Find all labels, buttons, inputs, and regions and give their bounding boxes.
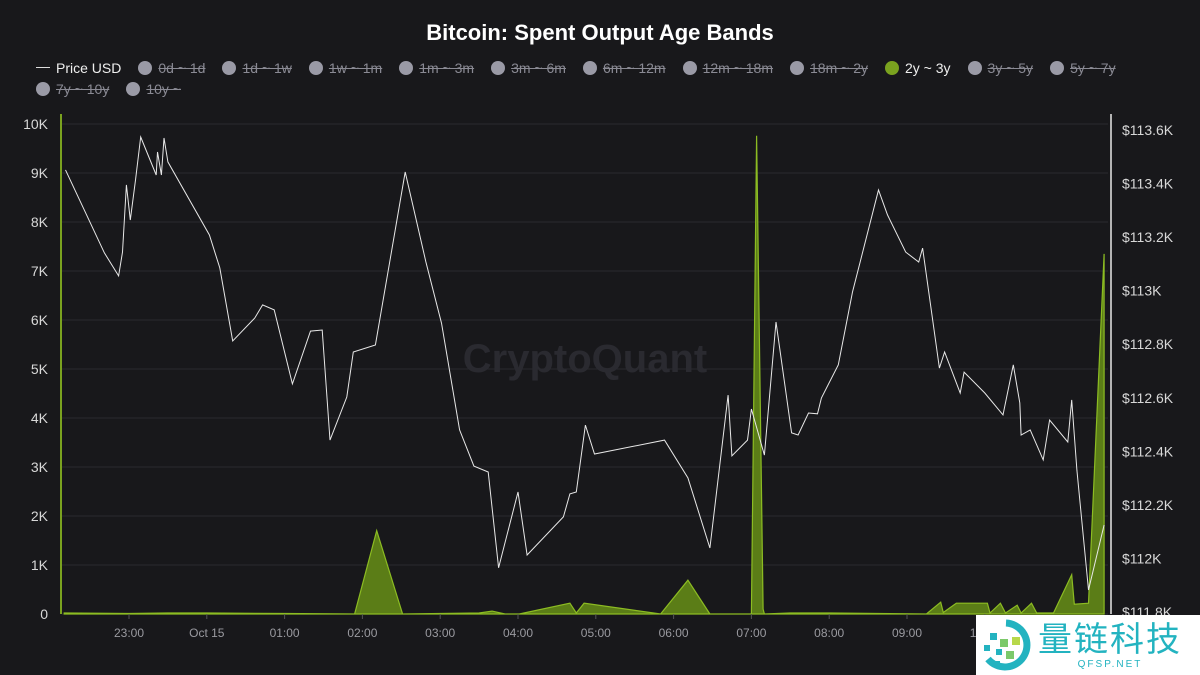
legend-label: 5y ~ 7y bbox=[1070, 59, 1116, 76]
legend-item[interactable]: 3y ~ 5y bbox=[967, 58, 1034, 77]
legend-marker bbox=[138, 60, 153, 75]
y-right-tick-label: $112.4K bbox=[1122, 443, 1174, 459]
x-tick-label: 09:00 bbox=[892, 626, 922, 640]
legend-label: 1m ~ 3m bbox=[419, 59, 475, 76]
x-tick-label: 08:00 bbox=[814, 626, 844, 640]
y-left-tick-label: 1K bbox=[31, 557, 49, 573]
y-right-tick-label: $112.6K bbox=[1122, 390, 1174, 406]
y-right-tick-label: $113.6K bbox=[1122, 122, 1174, 138]
chart-title: Bitcoin: Spent Output Age Bands bbox=[426, 20, 774, 45]
legend-label: 10y ~ bbox=[146, 80, 181, 97]
legend-item[interactable]: 6m ~ 12m bbox=[582, 58, 666, 77]
y-left-tick-label: 4K bbox=[31, 410, 49, 426]
legend-marker bbox=[36, 66, 50, 69]
legend-item[interactable]: 1w ~ 1m bbox=[308, 58, 383, 77]
y-left-tick-label: 2K bbox=[31, 508, 49, 524]
logo-icon bbox=[984, 619, 1031, 671]
logo-site: QFSP.NET bbox=[1077, 658, 1143, 670]
legend-label: 1d ~ 1w bbox=[242, 59, 292, 76]
x-tick-label: 01:00 bbox=[270, 626, 300, 640]
legend-marker bbox=[967, 60, 982, 75]
legend-label: 7y ~ 10y bbox=[56, 80, 110, 97]
legend-marker bbox=[682, 60, 697, 75]
x-tick-label: 05:00 bbox=[581, 626, 611, 640]
y-left-tick-label: 8K bbox=[31, 214, 49, 230]
legend-marker bbox=[1050, 60, 1065, 75]
legend-marker bbox=[36, 81, 50, 96]
legend-marker bbox=[885, 60, 899, 75]
legend-item[interactable]: 0d ~ 1d bbox=[138, 58, 205, 77]
y-right-tick-label: $112.2K bbox=[1122, 497, 1174, 513]
x-tick-label: Oct 15 bbox=[189, 626, 225, 640]
y-left-tick-label: 10K bbox=[23, 116, 49, 132]
legend-item[interactable]: 1d ~ 1w bbox=[222, 58, 292, 77]
legend-label: 12m ~ 18m bbox=[702, 59, 774, 76]
legend-item[interactable]: 7y ~ 10y bbox=[36, 79, 109, 98]
legend-item[interactable]: 5y ~ 7y bbox=[1050, 58, 1116, 77]
legend-label: 0d ~ 1d bbox=[158, 59, 206, 76]
logo-text: 量链科技 bbox=[1038, 620, 1182, 659]
legend-item[interactable]: 3m ~ 6m bbox=[491, 58, 566, 77]
y-left-tick-label: 0 bbox=[40, 606, 48, 622]
legend-marker bbox=[491, 60, 506, 75]
y-right-tick-label: $113.2K bbox=[1122, 229, 1174, 245]
series-line-price-usd bbox=[65, 135, 1105, 591]
x-tick-label: 04:00 bbox=[503, 626, 533, 640]
x-tick-label: 23:00 bbox=[114, 626, 144, 640]
legend: Price USD 0d ~ 1d 1d ~ 1w 1w ~ 1m 1m ~ 3m 3m … bbox=[36, 58, 1186, 98]
legend-item[interactable]: 1m ~ 3m bbox=[399, 58, 474, 77]
x-tick-label: 06:00 bbox=[659, 626, 689, 640]
y-left-tick-label: 7K bbox=[31, 263, 49, 279]
legend-item[interactable]: 2y ~ 3y bbox=[885, 58, 951, 77]
x-tick-label: 07:00 bbox=[736, 626, 766, 640]
series-area-2y-3y bbox=[63, 135, 1105, 615]
legend-marker bbox=[222, 60, 237, 75]
x-tick-label: 02:00 bbox=[347, 626, 377, 640]
y-right-tick-label: $113K bbox=[1122, 283, 1162, 299]
x-tick-label: 03:00 bbox=[425, 626, 455, 640]
legend-label: 6m ~ 12m bbox=[602, 59, 666, 76]
legend-marker bbox=[126, 81, 141, 96]
qfsp-logo: 量链科技 QFSP.NET bbox=[976, 615, 1200, 675]
legend-label: 1w ~ 1m bbox=[328, 59, 383, 76]
legend-marker bbox=[790, 60, 805, 75]
legend-label: 2y ~ 3y bbox=[905, 59, 951, 76]
legend-marker bbox=[399, 60, 414, 75]
y-right-tick-label: $112K bbox=[1122, 550, 1162, 566]
legend-marker bbox=[582, 60, 597, 75]
legend-marker bbox=[308, 60, 323, 75]
y-left-tick-label: 3K bbox=[31, 459, 49, 475]
y-left-tick-label: 9K bbox=[31, 165, 49, 181]
y-left-tick-label: 6K bbox=[31, 312, 49, 328]
legend-item[interactable]: 12m ~ 18m bbox=[682, 58, 774, 77]
y-left-tick-label: 5K bbox=[31, 361, 49, 377]
y-right-tick-label: $112.8K bbox=[1122, 336, 1174, 352]
legend-label: 18m ~ 2y bbox=[810, 59, 868, 76]
legend-item[interactable]: Price USD bbox=[36, 58, 121, 77]
legend-label: Price USD bbox=[56, 59, 122, 76]
watermark: CryptoQuant bbox=[463, 337, 707, 381]
legend-label: 3m ~ 6m bbox=[511, 59, 566, 76]
legend-item[interactable]: 10y ~ bbox=[126, 79, 181, 98]
y-right-tick-label: $113.4K bbox=[1122, 176, 1174, 192]
legend-item[interactable]: 18m ~ 2y bbox=[790, 58, 868, 77]
legend-label: 3y ~ 5y bbox=[987, 59, 1034, 76]
